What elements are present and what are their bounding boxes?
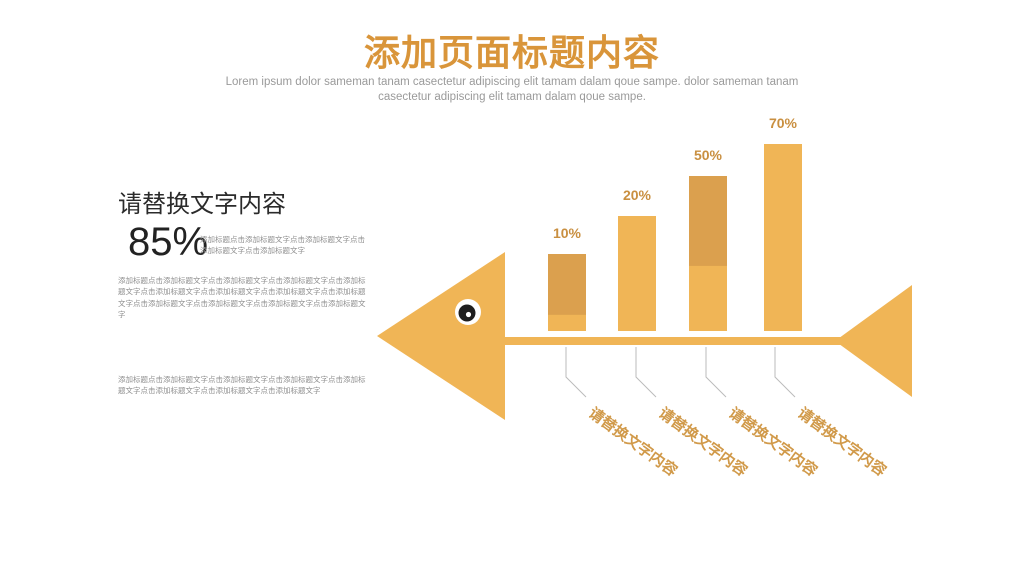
bone-line-1 xyxy=(565,347,587,398)
bone-line-2 xyxy=(635,347,657,398)
bar-4 xyxy=(764,144,802,331)
left-text-3: 添加标题点击添加标题文字点击添加标题文字点击添加标题文字点击添加标题文字点击添加… xyxy=(118,375,366,396)
bone-line-4 xyxy=(774,347,796,398)
bar-2 xyxy=(618,216,656,331)
bars-group: 10% 20% 50% 70% xyxy=(548,115,802,331)
left-heading: 请替换文字内容 xyxy=(118,190,286,218)
bar-value-label-4: 70% xyxy=(769,115,798,131)
bar-value-label-3: 50% xyxy=(694,147,723,163)
fish-head xyxy=(377,252,505,420)
bar-1-dark-segment xyxy=(548,254,586,315)
left-percent: 85% xyxy=(128,220,209,264)
left-text-1: 添加标题点击添加标题文字点击添加标题文字点击添加标题文字点击添加标题文字 xyxy=(200,235,365,256)
page-subtitle: Lorem ipsum dolor sameman tanam casectet… xyxy=(225,76,799,103)
bar-value-label-2: 20% xyxy=(623,187,652,203)
left-text-2: 添加标题点击添加标题文字点击添加标题文字点击添加标题文字点击添加标题文字点击添加… xyxy=(118,276,366,319)
bar-3-dark-segment xyxy=(689,176,727,266)
bar-value-label-1: 10% xyxy=(553,225,582,241)
bone-line-3 xyxy=(705,347,727,398)
fish-eye-highlight xyxy=(465,311,472,318)
fish-tail xyxy=(835,285,912,397)
fish-spine xyxy=(503,337,841,345)
page-title: 添加页面标题内容 xyxy=(363,33,660,74)
bones-group xyxy=(565,347,796,398)
